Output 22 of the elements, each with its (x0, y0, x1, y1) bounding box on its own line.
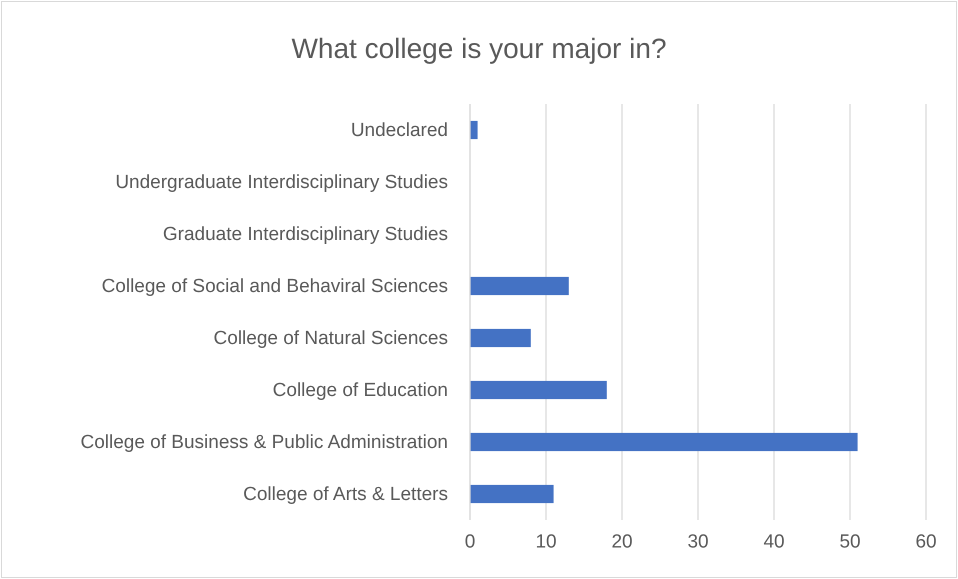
x-tick-label: 50 (839, 531, 861, 552)
x-tick-label: 30 (687, 531, 709, 552)
bar (470, 432, 858, 452)
y-tick-label: College of Arts & Letters (243, 484, 448, 506)
x-tick-label: 20 (611, 531, 633, 552)
y-tick-label: College of Natural Sciences (214, 328, 448, 350)
bar (470, 484, 554, 504)
x-tick-label: 60 (915, 531, 937, 552)
bar (470, 120, 478, 140)
bar (470, 380, 607, 400)
y-tick-label: Graduate Interdisciplinary Studies (162, 224, 448, 246)
y-tick-label: College of Social and Behaviral Sciences (102, 276, 448, 298)
x-tick-label: 40 (763, 531, 785, 552)
y-tick-label: Undeclared (350, 120, 448, 142)
x-tick-label: 0 (464, 531, 476, 552)
y-tick-label: College of Business & Public Administration (80, 432, 448, 454)
y-tick-label: Undergraduate Interdisciplinary Studies (115, 172, 448, 194)
y-tick-label: College of Education (272, 380, 448, 402)
chart-title: What college is your major in? (291, 33, 667, 64)
bar (470, 328, 531, 348)
x-tick-label: 10 (535, 531, 557, 552)
bar (470, 276, 569, 296)
